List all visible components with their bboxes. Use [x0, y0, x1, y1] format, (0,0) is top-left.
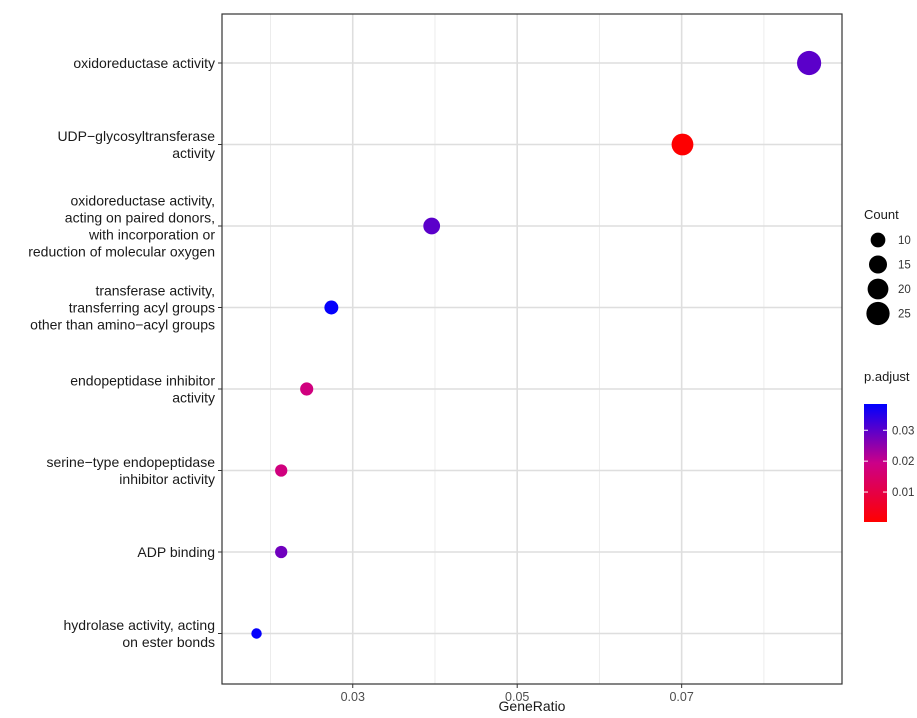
x-axis: 0.03 0.05 0.07: [341, 684, 694, 704]
count-legend-label: 15: [898, 260, 911, 272]
x-tick-label: 0.05: [505, 690, 529, 704]
x-axis-title: GeneRatio: [499, 698, 566, 714]
y-tick-label: oxidoreductase activity: [73, 55, 215, 71]
x-tick-label: 0.03: [341, 690, 365, 704]
count-legend-title: Count: [864, 207, 899, 222]
count-legend-key: [870, 232, 886, 248]
data-point: [275, 545, 288, 559]
y-tick-label: ADP binding: [137, 544, 215, 560]
data-point: [251, 628, 262, 639]
data-point: [423, 217, 441, 235]
p-adjust-colorbar: [864, 404, 887, 522]
p-adjust-legend-title: p.adjust: [864, 369, 910, 384]
y-tick-label: UDP−glycosyltransferase activity: [57, 128, 215, 161]
data-point: [300, 382, 314, 396]
y-axis-labels: oxidoreductase activity UDP−glycosyltrans…: [28, 55, 222, 650]
data-point: [324, 300, 339, 315]
data-point: [797, 50, 822, 76]
count-legend-label: 20: [898, 284, 911, 296]
count-legend-key: [868, 255, 888, 274]
data-point: [671, 133, 694, 156]
count-legend: Count 10 15 20 25: [864, 207, 911, 326]
count-legend-key: [867, 278, 889, 300]
y-tick-label: oxidoreductase activity, acting on paired…: [28, 193, 215, 260]
colorbar-label: 0.03: [892, 425, 914, 437]
y-tick-label: endopeptidase inhibitor activity: [70, 373, 215, 406]
count-legend-label: 25: [898, 309, 911, 321]
data-point: [275, 464, 288, 477]
x-tick-label: 0.07: [669, 690, 693, 704]
colorbar-label: 0.01: [892, 487, 914, 499]
y-tick-label: serine−type endopeptidase inhibitor activ…: [46, 454, 215, 487]
count-legend-label: 10: [898, 235, 911, 247]
y-tick-label: hydrolase activity, acting on ester bonds: [64, 617, 215, 650]
p-adjust-legend: p.adjust 0.03 0.02 0.01: [864, 369, 914, 522]
colorbar-label: 0.02: [892, 456, 914, 468]
y-tick-label: transferase activity, transferring acyl g…: [30, 283, 215, 333]
count-legend-key: [866, 301, 890, 326]
data-points: [251, 50, 822, 639]
plot-panel-border: [221, 13, 843, 685]
